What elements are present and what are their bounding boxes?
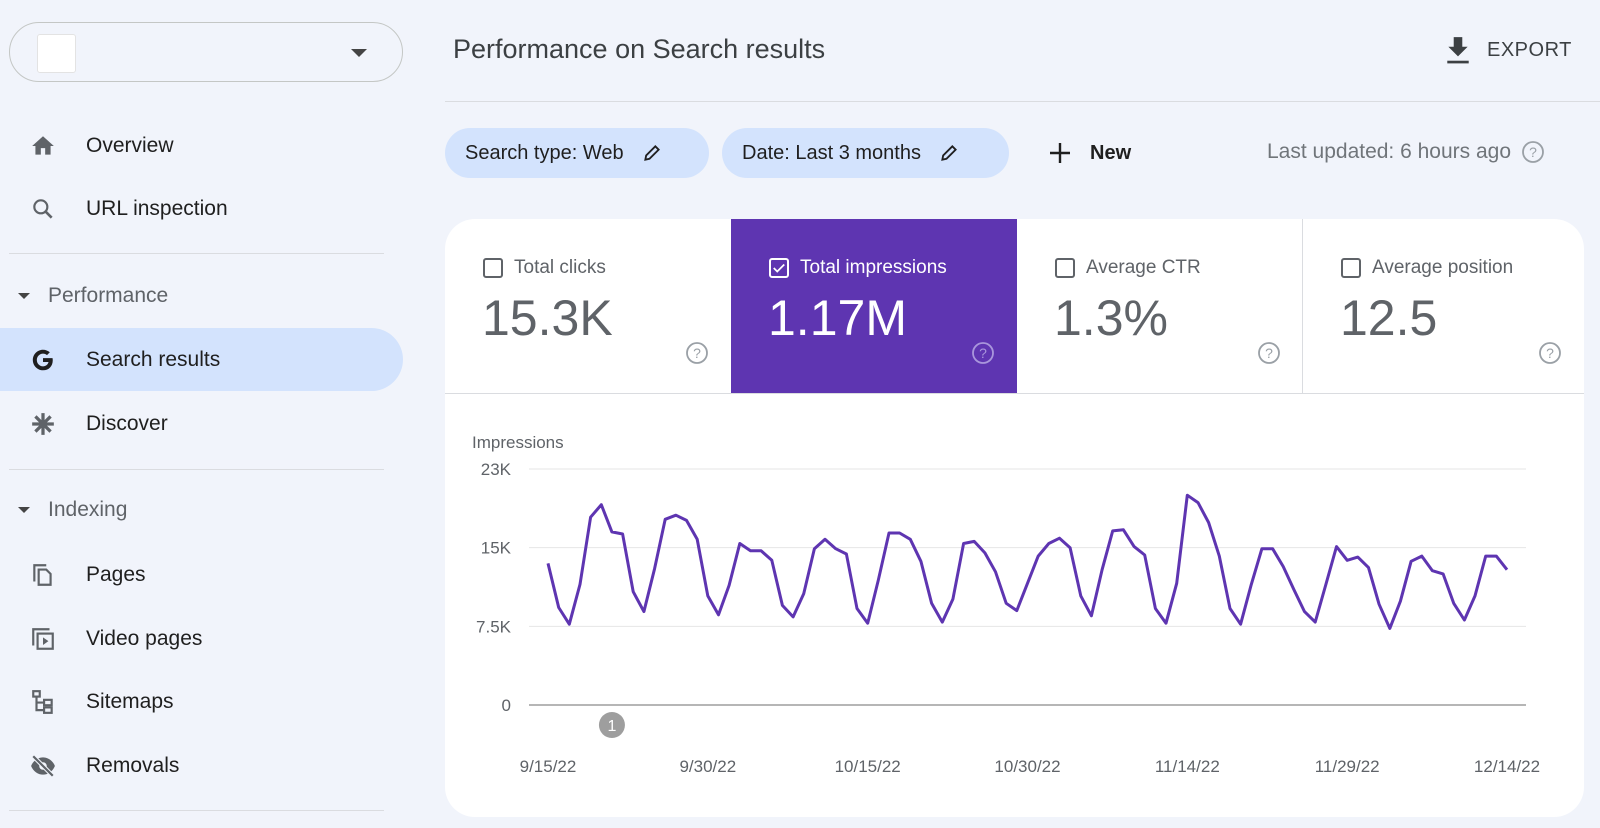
y-axis-label: Impressions [472, 433, 564, 452]
x-tick-label: 10/15/22 [835, 757, 901, 776]
metric-label: Average CTR [1086, 257, 1201, 278]
metric-value: 12.5 [1340, 290, 1438, 346]
metric-value: 15.3K [482, 290, 613, 346]
metric-label: Total impressions [800, 257, 947, 278]
chip-label: Date: Last 3 months [742, 141, 921, 164]
sidebar-divider [9, 469, 384, 470]
sidebar-item-label: Video pages [86, 626, 203, 650]
x-tick-label: 9/15/22 [520, 757, 577, 776]
metric-label: Average position [1372, 257, 1514, 278]
sidebar-item-label: Pages [86, 562, 146, 586]
metric-label: Total clicks [514, 257, 606, 278]
sidebar-item-label: Search results [86, 347, 221, 371]
y-tick-label: 15K [481, 539, 512, 558]
new-label: New [1090, 141, 1132, 164]
svg-text:?: ? [979, 345, 987, 361]
metric-tile-average-ctr[interactable]: Average CTR 1.3% ? [1017, 219, 1303, 393]
checkbox[interactable] [1341, 258, 1361, 278]
metric-tile-average-position[interactable]: Average position 12.5 ? [1303, 219, 1584, 393]
pages-icon [30, 562, 56, 588]
sidebar-item-overview[interactable]: Overview [0, 114, 403, 177]
property-logo [37, 34, 76, 73]
search-icon [30, 196, 56, 222]
caret-down-icon [18, 507, 30, 513]
help-icon[interactable]: ? [971, 341, 995, 370]
sidebar-item-label: Removals [86, 753, 180, 777]
help-icon[interactable]: ? [1257, 341, 1281, 370]
sidebar-item-url-inspection[interactable]: URL inspection [0, 177, 403, 240]
asterisk-icon [30, 411, 56, 437]
help-icon[interactable]: ? [1538, 341, 1562, 370]
checkbox-checked[interactable] [769, 258, 789, 278]
google-g-icon [30, 347, 56, 373]
section-header: Indexing [48, 498, 128, 521]
chip-label: Search type: Web [465, 141, 624, 164]
sidebar-item-pages[interactable]: Pages [0, 543, 403, 606]
annotation-label: 1 [607, 718, 616, 735]
svg-text:?: ? [1546, 345, 1554, 361]
tiles-divider [445, 393, 1584, 394]
metric-tile-total-impressions[interactable]: Total impressions 1.17M ? [731, 219, 1017, 393]
caret-down-icon [351, 49, 367, 57]
checkbox[interactable] [1055, 258, 1075, 278]
search-type-filter-chip[interactable]: Search type: Web [445, 128, 709, 178]
sidebar-item-video-pages[interactable]: Video pages [0, 607, 403, 670]
sidebar-item-label: URL inspection [86, 196, 228, 220]
home-icon [30, 133, 56, 159]
export-button[interactable]: EXPORT [1445, 32, 1572, 68]
pencil-icon [643, 145, 660, 161]
header-divider [445, 101, 1600, 102]
sidebar-item-sitemaps[interactable]: Sitemaps [0, 670, 403, 733]
section-header: Performance [48, 284, 169, 307]
sidebar-item-search-results[interactable]: Search results [0, 328, 403, 391]
caret-down-icon [18, 293, 30, 299]
svg-text:?: ? [1265, 345, 1273, 361]
eye-off-icon [30, 753, 56, 779]
date-filter-chip[interactable]: Date: Last 3 months [722, 128, 1009, 178]
metric-value: 1.3% [1054, 290, 1168, 346]
metric-tile-total-clicks[interactable]: Total clicks 15.3K ? [445, 219, 731, 393]
new-filter-button[interactable]: New [1048, 135, 1131, 171]
sidebar-item-removals[interactable]: Removals [0, 734, 403, 797]
sidebar-item-label: Sitemaps [86, 689, 174, 713]
svg-text:?: ? [1529, 144, 1537, 160]
page-title: Performance on Search results [453, 34, 826, 64]
metric-value: 1.17M [768, 290, 907, 346]
x-tick-label: 9/30/22 [679, 757, 736, 776]
video-pages-icon [30, 626, 56, 652]
plus-icon [1048, 141, 1072, 165]
y-tick-label: 0 [502, 696, 511, 715]
x-tick-label: 10/30/22 [994, 757, 1060, 776]
y-tick-label: 7.5K [476, 617, 512, 636]
y-tick-label: 23K [481, 460, 512, 479]
impressions-series-line [546, 493, 1509, 630]
checkbox[interactable] [483, 258, 503, 278]
x-tick-label: 12/14/22 [1474, 757, 1540, 776]
sidebar-item-label: Discover [86, 411, 168, 435]
section-performance[interactable]: Performance [18, 281, 168, 311]
annotation-badge [598, 712, 625, 738]
help-icon[interactable]: ? [685, 341, 709, 370]
help-icon[interactable]: ? [1521, 140, 1545, 164]
performance-card: Total clicks 15.3K ? Total impressions 1… [445, 219, 1584, 817]
sidebar-item-discover[interactable]: Discover [0, 392, 403, 455]
download-icon [1445, 35, 1471, 65]
svg-text:?: ? [693, 345, 701, 361]
property-selector[interactable] [9, 22, 403, 82]
last-updated: Last updated: 6 hours ago ? [1267, 140, 1545, 164]
pencil-icon [941, 145, 957, 161]
last-updated-text: Last updated: 6 hours ago [1267, 140, 1512, 163]
x-tick-label: 11/14/22 [1155, 757, 1220, 776]
check-icon [773, 263, 785, 273]
section-indexing[interactable]: Indexing [18, 495, 127, 525]
x-tick-label: 11/29/22 [1315, 757, 1380, 776]
tile-divider [1302, 219, 1303, 393]
sitemap-icon [30, 689, 56, 715]
export-label: EXPORT [1487, 38, 1572, 61]
sidebar-item-label: Overview [86, 133, 174, 157]
sidebar-divider [9, 253, 384, 254]
sidebar-divider [9, 810, 384, 811]
